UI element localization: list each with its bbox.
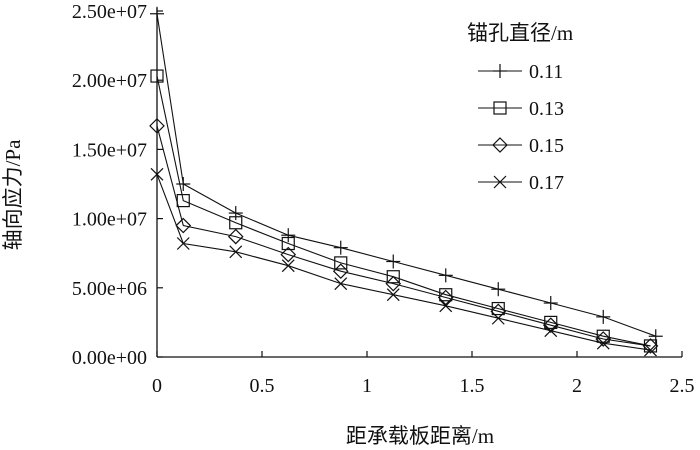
data-point-square	[281, 236, 295, 251]
y-axis-label: 轴向应力/Pa	[1, 139, 25, 251]
series-line	[156, 125, 651, 347]
y-tick-label: 0.00e+00	[72, 347, 147, 369]
y-ticks: 0.00e+00 5.00e+06 1.00e+07 1.50e+07 2.00e+07…	[72, 1, 163, 369]
y-tick-label: 2.50e+07	[72, 1, 147, 23]
data-point-square	[439, 288, 453, 302]
series-0.15	[149, 118, 659, 354]
data-point-plus	[176, 177, 191, 191]
data-point-square	[334, 256, 348, 270]
data-point-plus	[648, 329, 663, 344]
legend-title: 锚孔直径/m	[467, 21, 573, 45]
y-tick-label: 2.00e+07	[72, 70, 147, 92]
data-point-diamond	[332, 263, 349, 280]
data-point-plus	[491, 282, 506, 297]
data-point-plus	[333, 240, 348, 255]
data-point-diamond	[280, 246, 297, 263]
series-0.17	[150, 167, 657, 357]
y-tick-label: 1.50e+07	[72, 139, 147, 161]
data-point-plus	[543, 296, 558, 311]
data-point-cross	[229, 245, 243, 259]
data-point-square	[544, 315, 558, 329]
x-ticks: 0 0.5 1 1.5 2 2.5	[152, 351, 695, 397]
data-point-plus	[228, 206, 243, 221]
x-tick-label: 1	[362, 375, 372, 397]
data-point-cross	[334, 277, 348, 291]
data-point-square	[150, 69, 164, 83]
legend-marker-plus	[493, 64, 507, 78]
legend-label: 0.13	[529, 98, 564, 120]
data-point-cross	[644, 343, 657, 357]
legend-marker-square	[493, 101, 507, 115]
data-point-diamond	[227, 228, 244, 245]
data-point-diamond	[175, 217, 192, 234]
data-point-cross	[176, 237, 190, 250]
series-line	[156, 13, 656, 337]
x-tick-label: 0	[152, 375, 162, 397]
legend-label: 0.17	[529, 172, 564, 194]
data-point-square	[643, 339, 658, 353]
series-line	[156, 174, 651, 351]
data-point-cross	[439, 299, 453, 313]
series-group	[149, 6, 663, 357]
y-tick-label: 5.00e+06	[72, 278, 147, 300]
data-point-square	[596, 329, 610, 343]
x-tick-label: 2.5	[670, 375, 695, 397]
legend-item: 0.11	[478, 61, 563, 83]
data-point-diamond	[595, 331, 612, 347]
data-point-diamond	[149, 118, 165, 134]
data-point-cross	[150, 167, 164, 181]
data-point-cross	[281, 259, 295, 273]
data-point-diamond	[642, 338, 659, 354]
data-point-plus	[150, 6, 164, 21]
data-point-plus	[596, 309, 611, 324]
data-point-diamond	[437, 289, 454, 306]
x-tick-label: 1.5	[460, 375, 485, 397]
x-tick-label: 2	[572, 375, 582, 397]
data-point-plus	[281, 228, 296, 243]
legend-marker-diamond	[492, 137, 508, 153]
series-0.11	[150, 6, 663, 344]
data-point-cross	[544, 324, 558, 338]
x-tick-label: 0.5	[250, 375, 275, 397]
legend-item: 0.13	[478, 98, 564, 120]
data-point-cross	[386, 288, 400, 302]
legend-items: 0.11 0.13 0.15 0.17	[478, 61, 564, 194]
legend-label: 0.15	[529, 135, 564, 157]
legend-label: 0.11	[529, 61, 563, 83]
x-axis-label: 距承载板距离/m	[346, 424, 494, 448]
data-point-square	[386, 270, 400, 284]
legend-marker-cross	[493, 175, 507, 189]
axes	[156, 8, 682, 358]
data-point-plus	[438, 268, 453, 283]
legend-item: 0.17	[478, 172, 564, 194]
legend-item: 0.15	[478, 135, 564, 157]
series-0.13	[150, 69, 658, 353]
data-point-square	[491, 301, 505, 316]
data-point-diamond	[385, 275, 402, 292]
data-point-plus	[386, 254, 401, 269]
data-point-cross	[596, 336, 610, 350]
data-point-cross	[491, 311, 505, 325]
legend: 锚孔直径/m 0.11 0.13 0.15 0.17	[467, 21, 573, 194]
y-tick-label: 1.00e+07	[72, 209, 147, 231]
data-point-diamond	[542, 317, 559, 334]
